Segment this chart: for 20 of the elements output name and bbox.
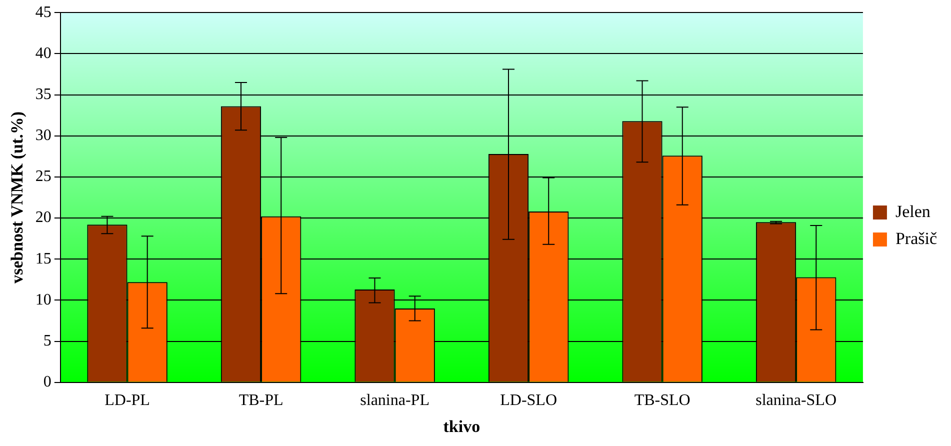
x-tick-label: slanina-SLO (756, 392, 837, 410)
y-tick-label: 0 (43, 374, 52, 391)
y-tick-label: 35 (35, 86, 52, 103)
y-tick-label: 5 (43, 332, 52, 350)
y-tick-label: 10 (35, 291, 52, 308)
x-tick-label: TB-PL (238, 392, 284, 410)
y-tick-label: 20 (35, 209, 52, 226)
y-tick-label: 25 (35, 168, 52, 186)
legend-label: Jelen (895, 202, 931, 221)
y-axis-title: vsebnost VNMK (ut.%) (8, 111, 27, 284)
legend-label: Prašič (895, 228, 938, 248)
x-tick-label: LD-PL (104, 392, 150, 410)
x-tick-label: TB-SLO (634, 392, 690, 410)
x-axis-title: tkivo (443, 417, 480, 436)
x-tick-label: slanina-PL (360, 392, 430, 410)
x-tick-label: LD-SLO (500, 392, 557, 410)
y-tick-label: 30 (35, 127, 52, 144)
y-tick-label: 40 (35, 44, 52, 62)
y-tick-label: 45 (35, 4, 52, 21)
y-tick-label: 15 (35, 250, 52, 268)
